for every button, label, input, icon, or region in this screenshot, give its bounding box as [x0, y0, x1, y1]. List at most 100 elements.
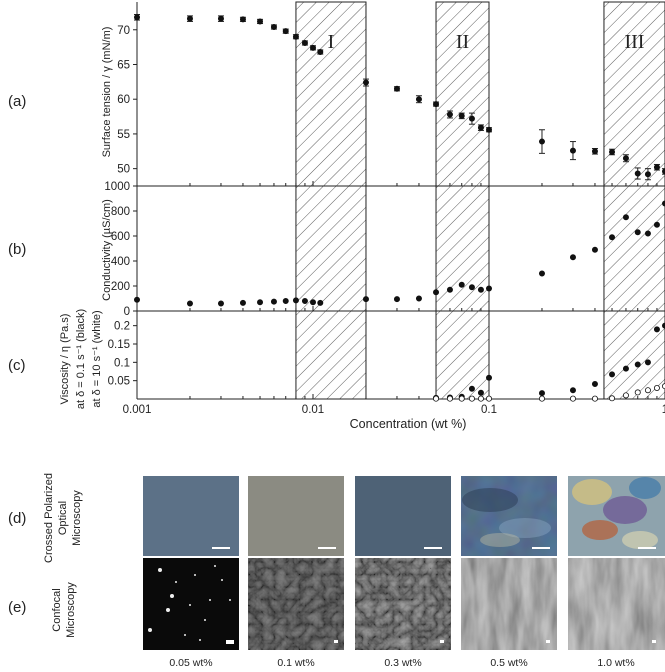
confocal-image-01 [248, 558, 344, 650]
region-label: I [328, 31, 335, 53]
data-point [591, 148, 598, 155]
y-tick-label: 600 [111, 231, 130, 243]
data-point [433, 101, 440, 108]
fluorescent-speck [229, 599, 231, 601]
scale-bar [638, 547, 656, 549]
y-tick-label: 200 [111, 281, 130, 293]
pom-image-005 [143, 476, 239, 556]
x-tick-label: 1 [662, 404, 665, 416]
data-point [644, 171, 651, 178]
panel-letter-e: (e) [8, 599, 26, 616]
data-point [569, 387, 576, 394]
fluorescent-speck [214, 565, 216, 567]
y-tick-label: 55 [117, 129, 130, 141]
data-point [301, 297, 308, 304]
ylabel-c-line1: Viscosity / η (Pa.s) [59, 314, 71, 405]
pom-image-03 [355, 476, 451, 556]
data-point [186, 15, 193, 22]
data-point-open [569, 395, 576, 402]
scale-bar [212, 547, 230, 549]
hatched-region [603, 1, 665, 400]
data-point [309, 44, 316, 51]
data-point [538, 138, 545, 145]
region-label: III [624, 31, 644, 53]
data-point [468, 115, 475, 122]
micrograph-label: 1.0 wt% [597, 657, 634, 669]
y-tick-label: 0.05 [108, 376, 130, 388]
data-point [609, 148, 616, 155]
x-tick-label: 0.001 [123, 404, 152, 416]
data-point [393, 85, 400, 92]
data-point [446, 111, 453, 118]
data-point [446, 286, 453, 293]
confocal-image-005 [143, 558, 239, 650]
micrograph-label: 0.05 wt% [169, 657, 212, 669]
micrograph-label: 0.3 wt% [384, 657, 421, 669]
data-point [393, 296, 400, 303]
micrograph-label: 0.5 wt% [490, 657, 527, 669]
y-tick-label: 65 [117, 59, 130, 71]
data-point [458, 281, 465, 288]
pom-image-05 [461, 476, 557, 556]
data-point [653, 221, 660, 228]
y-tick-label: 0.2 [114, 321, 130, 333]
data-point-open [446, 395, 453, 402]
fluorescent-speck [199, 639, 201, 641]
data-point [609, 371, 616, 378]
data-point [217, 300, 224, 307]
fluorescent-speck [194, 574, 196, 576]
panel-letter-b: (b) [8, 241, 26, 258]
data-point [644, 230, 651, 237]
data-point [270, 23, 277, 30]
data-point-open [485, 395, 492, 402]
data-point [609, 234, 616, 241]
confocal-image-10 [568, 558, 665, 650]
data-point [292, 297, 299, 304]
row-title-d-line1: Crossed Polarized [43, 473, 55, 563]
data-point [415, 96, 422, 103]
data-point-open [468, 395, 475, 402]
y-tick-label: 0 [124, 306, 130, 318]
y-tick-label: 400 [111, 256, 130, 268]
hatched-region [295, 1, 367, 400]
data-point [591, 380, 598, 387]
data-point-open [458, 395, 465, 402]
data-point [292, 33, 299, 40]
data-point [569, 254, 576, 261]
data-point [634, 361, 641, 368]
data-point-open [609, 395, 616, 402]
data-point [415, 295, 422, 302]
data-point [239, 299, 246, 306]
data-point-open [662, 383, 665, 390]
data-point [569, 147, 576, 154]
data-point [468, 385, 475, 392]
data-point [644, 359, 651, 366]
scale-bar [532, 547, 550, 549]
data-point [270, 298, 277, 305]
confocal-image-03 [355, 558, 451, 650]
data-point [622, 365, 629, 372]
ylabel-a: Surface tension / γ (mN/m) [101, 27, 113, 158]
data-point [362, 296, 369, 303]
data-point [217, 15, 224, 22]
data-point-open [622, 392, 629, 399]
y-tick-label: 0.15 [108, 339, 130, 351]
fluorescent-speck [166, 608, 170, 612]
y-tick-label: 60 [117, 94, 130, 106]
panel-letter-d: (d) [8, 510, 26, 527]
data-point [477, 389, 484, 396]
fluorescent-speck [175, 581, 177, 583]
data-point [362, 79, 369, 86]
row-title-d-line3: Microscopy [71, 490, 83, 546]
row-title-d-line2: Optical [57, 501, 69, 535]
data-point [239, 16, 246, 23]
data-point [186, 300, 193, 307]
fluorescent-speck [221, 579, 223, 581]
data-point [282, 297, 289, 304]
row-title-e-line2: Microscopy [65, 582, 77, 638]
plots-group: I II III5055606570020040060080010000.050.1… [104, 1, 665, 416]
fluorescent-speck [209, 599, 211, 601]
y-tick-label: 50 [117, 164, 130, 176]
y-tick-label: 0.1 [114, 357, 130, 369]
x-tick-label: 0.01 [302, 404, 324, 416]
